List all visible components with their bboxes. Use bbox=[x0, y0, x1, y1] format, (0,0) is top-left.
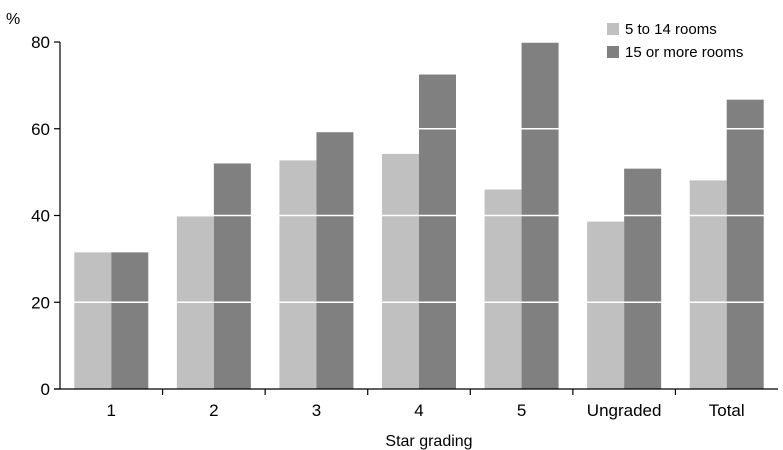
bar-small-1 bbox=[74, 252, 112, 389]
legend-label-1: 5 to 14 rooms bbox=[625, 21, 717, 38]
x-tick-label-total: Total bbox=[709, 401, 745, 420]
y-axis-unit-label: % bbox=[6, 11, 20, 28]
bar-large-2 bbox=[213, 163, 251, 389]
axes-group bbox=[54, 41, 778, 395]
y-tick-label-40: 40 bbox=[31, 207, 50, 226]
x-tick-label-1: 1 bbox=[107, 401, 116, 420]
legend-swatch-2 bbox=[607, 46, 619, 58]
x-tick-label-ungraded: Ungraded bbox=[587, 401, 662, 420]
x-tick-labels: 1 2 3 4 5 Ungraded Total bbox=[107, 401, 745, 420]
legend: 5 to 14 rooms 15 or more rooms bbox=[607, 21, 743, 61]
x-tick-label-4: 4 bbox=[414, 401, 423, 420]
bar-large-ungraded bbox=[624, 168, 662, 389]
x-axis-title: Star grading bbox=[385, 433, 472, 450]
y-tick-label-80: 80 bbox=[31, 33, 50, 52]
x-tick-label-5: 5 bbox=[517, 401, 526, 420]
y-tick-labels: 0 20 40 60 80 bbox=[31, 33, 50, 399]
bar-large-1 bbox=[111, 252, 149, 389]
bars-group bbox=[74, 42, 764, 390]
y-tick-label-20: 20 bbox=[31, 293, 50, 312]
bar-large-3 bbox=[316, 132, 354, 389]
x-tick-label-3: 3 bbox=[312, 401, 321, 420]
legend-swatch-1 bbox=[607, 23, 619, 35]
bar-large-4 bbox=[419, 74, 456, 389]
bar-small-ungraded bbox=[587, 221, 625, 389]
x-tick-label-2: 2 bbox=[209, 401, 218, 420]
bar-small-3 bbox=[279, 160, 317, 389]
y-tick-label-0: 0 bbox=[41, 380, 50, 399]
legend-label-2: 15 or more rooms bbox=[625, 44, 743, 61]
bar-small-4 bbox=[382, 153, 419, 389]
bar-small-5 bbox=[484, 189, 522, 389]
bar-small-total bbox=[689, 180, 727, 389]
y-tick-label-60: 60 bbox=[31, 120, 50, 139]
bar-large-total bbox=[726, 99, 764, 389]
gridlines-group bbox=[60, 41, 778, 303]
